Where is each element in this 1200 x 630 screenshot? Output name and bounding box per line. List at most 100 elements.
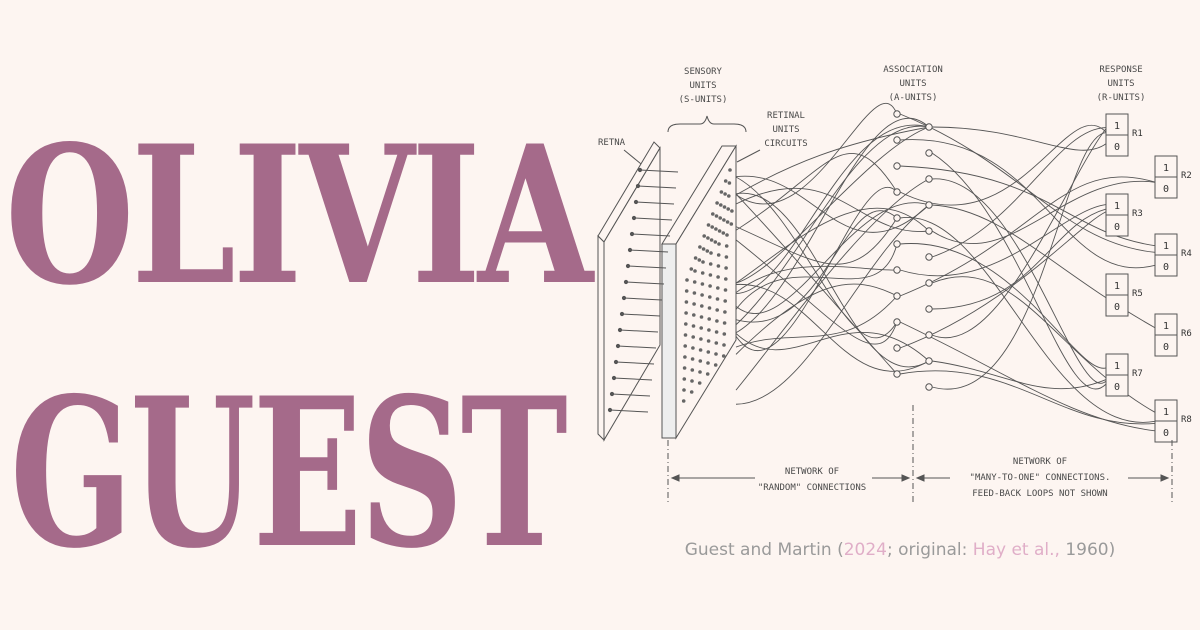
retina-point [623,279,629,285]
response-label: R1 [1132,129,1143,139]
sensory-dot [691,335,695,339]
sensory-dot [689,390,694,394]
retinal-label-line2: UNITS [772,125,799,135]
sensory-dot [728,168,732,172]
retina-line [635,201,675,205]
sensory-dot [719,190,724,194]
circuits-pointer [736,149,761,163]
sensory-dot [691,346,695,350]
sensory-dot [684,300,689,304]
many-to-one-wire [931,152,1107,390]
retina-line [633,217,673,221]
sensory-dot [721,354,726,358]
sensory-brace [667,115,747,133]
association-node [893,370,901,378]
random-wire [735,193,930,368]
sensory-dot [701,247,706,251]
sensory-dot [713,240,718,244]
sensory-dot [708,284,712,288]
sensory-dot [719,203,723,207]
retina-point [611,375,617,381]
caption-prefix: Guest and Martin ( [684,540,844,560]
retina-line [623,297,663,301]
many-network-line1: NETWORK OF [1013,457,1067,467]
random-wire [735,153,898,231]
caption-year-link[interactable]: 2024 [843,540,887,560]
association-node [925,383,933,391]
sensory-dot [707,317,711,321]
sensory-dot [706,361,710,365]
sensory-dot [724,266,728,270]
many-to-one-wire [931,126,1107,151]
response-unit-5: 1 0 R5 [1105,273,1143,317]
random-network-line2: "RANDOM" CONNECTIONS [758,483,866,493]
response-bottom-value: 0 [1163,428,1169,439]
many-to-one-wire [899,204,1107,277]
response-top-value: 1 [1114,281,1120,292]
sensory-dot [723,299,727,303]
association-node [893,292,901,300]
random-wire [735,176,898,339]
response-label: R7 [1132,369,1143,379]
retina-line [613,377,653,381]
sensory-dot [702,234,706,238]
response-unit-3: 1 0 R3 [1105,193,1143,237]
sensory-dot [725,233,729,237]
caption-source-link[interactable]: Hay et al., [972,540,1060,560]
retina-line [631,233,671,237]
random-wire [735,210,898,323]
response-top-value: 1 [1163,321,1169,332]
random-wire [735,332,930,362]
association-node [893,162,901,170]
sensory-dot [714,227,718,231]
association-node [893,110,901,118]
sensory-dot [724,277,728,281]
association-node [925,253,933,261]
sensory-dot [715,319,719,323]
response-top-value: 1 [1114,121,1120,132]
sensory-dot [727,194,731,198]
sensory-dot [700,293,704,297]
many-to-one-wire [931,208,1107,310]
many-network-line3: FEED-BACK LOOPS NOT SHOWN [972,489,1107,499]
sensory-dot [692,313,696,317]
sensory-dot [724,255,729,259]
sensory-dot [698,245,702,249]
random-wire [735,217,898,265]
response-header-line2: UNITS [1107,79,1134,89]
retina-point [629,231,635,237]
retina-point [615,343,621,349]
response-unit-2: 1 0 R2 [1154,155,1192,199]
association-unit-nodes [893,110,933,391]
sensory-units-plate [661,144,737,440]
retina-point [635,183,641,189]
random-connections [735,103,1156,432]
retina-line [617,345,657,349]
sensory-dot [713,363,718,367]
association-node [925,331,933,339]
response-bottom-value: 0 [1163,342,1169,353]
caption-source-year: 1960 [1059,540,1109,560]
retina-line [627,265,667,269]
association-header-line1: ASSOCIATION [883,65,943,75]
sensory-dot [700,271,705,275]
response-label: R8 [1181,415,1192,425]
response-bottom-value: 0 [1114,142,1120,153]
sensory-dot [716,264,721,268]
sensory-dot [722,332,727,336]
sensory-dot [723,179,728,183]
sensory-header-line1: SENSORY [684,67,723,77]
random-wire [735,125,930,326]
response-bottom-value: 0 [1114,302,1120,313]
retina-line [609,409,649,413]
sensory-dot [683,355,687,359]
sensory-dot [715,297,720,301]
association-header-line2: UNITS [899,79,926,89]
sensory-dot [692,302,696,306]
response-label: R2 [1181,171,1192,181]
association-header-line3: (A-UNITS) [889,93,938,103]
sensory-dot [692,291,697,295]
many-to-one-wire [899,165,1156,247]
sensory-dot [705,372,710,376]
response-header-line3: (R-UNITS) [1097,93,1146,103]
